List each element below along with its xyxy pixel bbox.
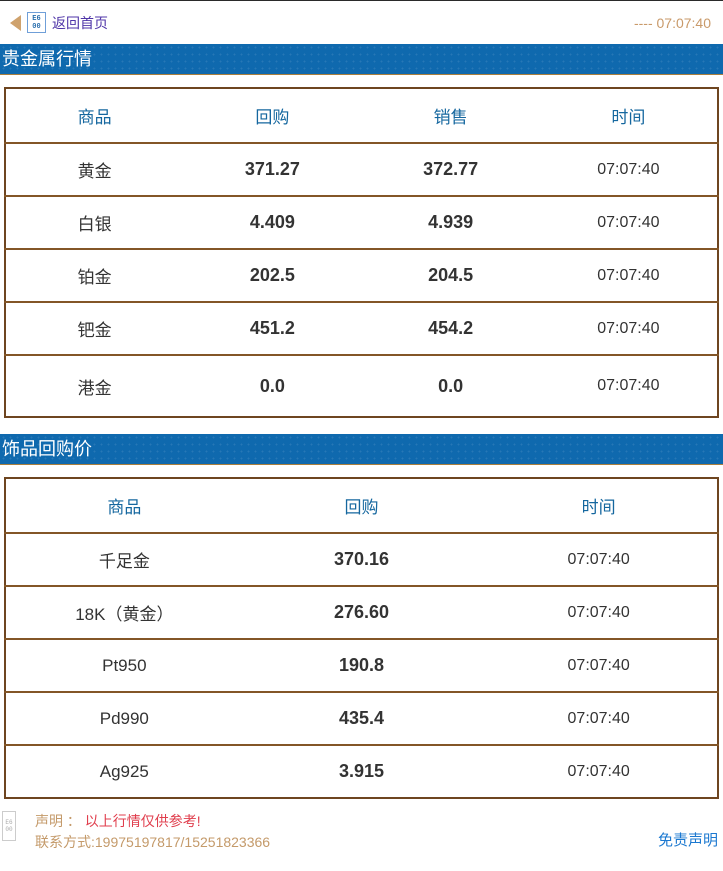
- table-row: Ag925 3.915 07:07:40: [5, 745, 718, 798]
- table-row: 千足金 370.16 07:07:40: [5, 533, 718, 586]
- buyback-price: 202.5: [249, 265, 295, 285]
- home-glyph-placeholder-icon: E6 00: [27, 12, 46, 33]
- contact-line: 联系方式:19975197817/15251823366: [35, 834, 271, 850]
- table-row: Pt950 190.8 07:07:40: [5, 639, 718, 692]
- section-title-jewelry: 饰品回购价: [0, 434, 723, 465]
- disclaimer-line: 声明 ： 以上行情仅供参考!: [35, 811, 270, 832]
- buyback-price: 190.8: [338, 655, 384, 675]
- buyback-price: 435.4: [338, 708, 384, 728]
- quote-time: 07:07:40: [597, 213, 660, 231]
- table-row: Pd990 435.4 07:07:40: [5, 692, 718, 745]
- table-row: 铂金 202.5 204.5 07:07:40: [5, 249, 718, 302]
- table-header-row: 商品 回购 时间: [5, 478, 718, 534]
- table-row: 钯金 451.2 454.2 07:07:40: [5, 302, 718, 355]
- footer-glyph-placeholder-icon: E6 00: [2, 811, 16, 841]
- quote-time: 07:07:40: [597, 377, 660, 394]
- product-name: 千足金: [98, 552, 150, 571]
- glyph-code-top: E6: [32, 14, 41, 23]
- quote-time: 07:07:40: [567, 762, 630, 780]
- sell-price: 454.2: [428, 318, 474, 338]
- product-name: 港金: [77, 378, 112, 398]
- buyback-price: 371.27: [244, 159, 300, 179]
- back-arrow-icon: [10, 14, 21, 31]
- glyph-code-bottom: 00: [5, 826, 13, 833]
- col-header-product: 商品: [5, 88, 184, 144]
- sell-price: 0.0: [438, 375, 464, 396]
- table-row: 18K（黄金） 276.60 07:07:40: [5, 586, 718, 639]
- quote-time: 07:07:40: [597, 266, 660, 284]
- glyph-code-bottom: 00: [32, 22, 41, 31]
- table-row: 黄金 371.27 372.77 07:07:40: [5, 143, 718, 196]
- buyback-price: 370.16: [333, 549, 390, 569]
- section-title-metals: 贵金属行情: [0, 44, 723, 75]
- col-header-time: 时间: [539, 88, 718, 144]
- sell-price: 204.5: [428, 265, 474, 285]
- buyback-price: 0.0: [259, 375, 285, 396]
- disclaimer-label: 声明 ：: [35, 813, 81, 829]
- quote-time: 07:07:40: [567, 550, 630, 568]
- disclaimer-alert-text: 以上行情仅供参考!: [84, 813, 201, 829]
- buyback-price: 4.409: [249, 212, 295, 232]
- top-bar: E6 00 返回首页 ---- 07:07:40: [0, 1, 723, 44]
- col-header-buyback: 回购: [242, 478, 481, 534]
- sell-price: 4.939: [428, 212, 474, 232]
- back-home-button[interactable]: E6 00 返回首页: [10, 12, 108, 33]
- product-name: Pd990: [99, 708, 149, 728]
- metal-quotes-table: 商品 回购 销售 时间 黄金 371.27 372.77 07:07:40 白银…: [4, 87, 719, 418]
- refresh-time: ---- 07:07:40: [633, 14, 711, 31]
- footer-text-block: 声明 ： 以上行情仅供参考! 联系方式:19975197817/15251823…: [35, 811, 270, 853]
- quote-time: 07:07:40: [567, 656, 630, 674]
- quote-time: 07:07:40: [597, 160, 660, 178]
- col-header-product: 商品: [5, 478, 243, 534]
- product-name: 18K（黄金）: [75, 605, 174, 624]
- col-header-buyback: 回购: [183, 88, 362, 144]
- product-name: Ag925: [99, 761, 149, 781]
- sell-price: 372.77: [423, 159, 479, 179]
- col-header-sell: 销售: [361, 88, 540, 144]
- product-name: 白银: [77, 215, 112, 234]
- product-name: 黄金: [77, 162, 112, 181]
- buyback-price: 3.915: [338, 761, 384, 781]
- table-row: 港金 0.0 0.0 07:07:40: [5, 355, 718, 417]
- quote-time: 07:07:40: [597, 319, 660, 337]
- disclaimer-link[interactable]: 免责声明: [657, 831, 718, 849]
- buyback-price: 276.60: [333, 602, 390, 622]
- quote-time: 07:07:40: [567, 709, 630, 727]
- glyph-code-top: E6: [5, 819, 13, 826]
- quote-time: 07:07:40: [567, 603, 630, 621]
- product-name: 钯金: [77, 321, 112, 340]
- col-header-time: 时间: [480, 478, 718, 534]
- back-home-label: 返回首页: [52, 14, 108, 31]
- buyback-price: 451.2: [249, 318, 295, 338]
- jewelry-quotes-table: 商品 回购 时间 千足金 370.16 07:07:40 18K（黄金） 276…: [4, 477, 719, 799]
- table-header-row: 商品 回购 销售 时间: [5, 88, 718, 144]
- table-row: 白银 4.409 4.939 07:07:40: [5, 196, 718, 249]
- product-name: Pt950: [102, 655, 147, 675]
- product-name: 铂金: [77, 268, 112, 287]
- footer: E6 00 声明 ： 以上行情仅供参考! 联系方式:19975197817/15…: [0, 799, 723, 853]
